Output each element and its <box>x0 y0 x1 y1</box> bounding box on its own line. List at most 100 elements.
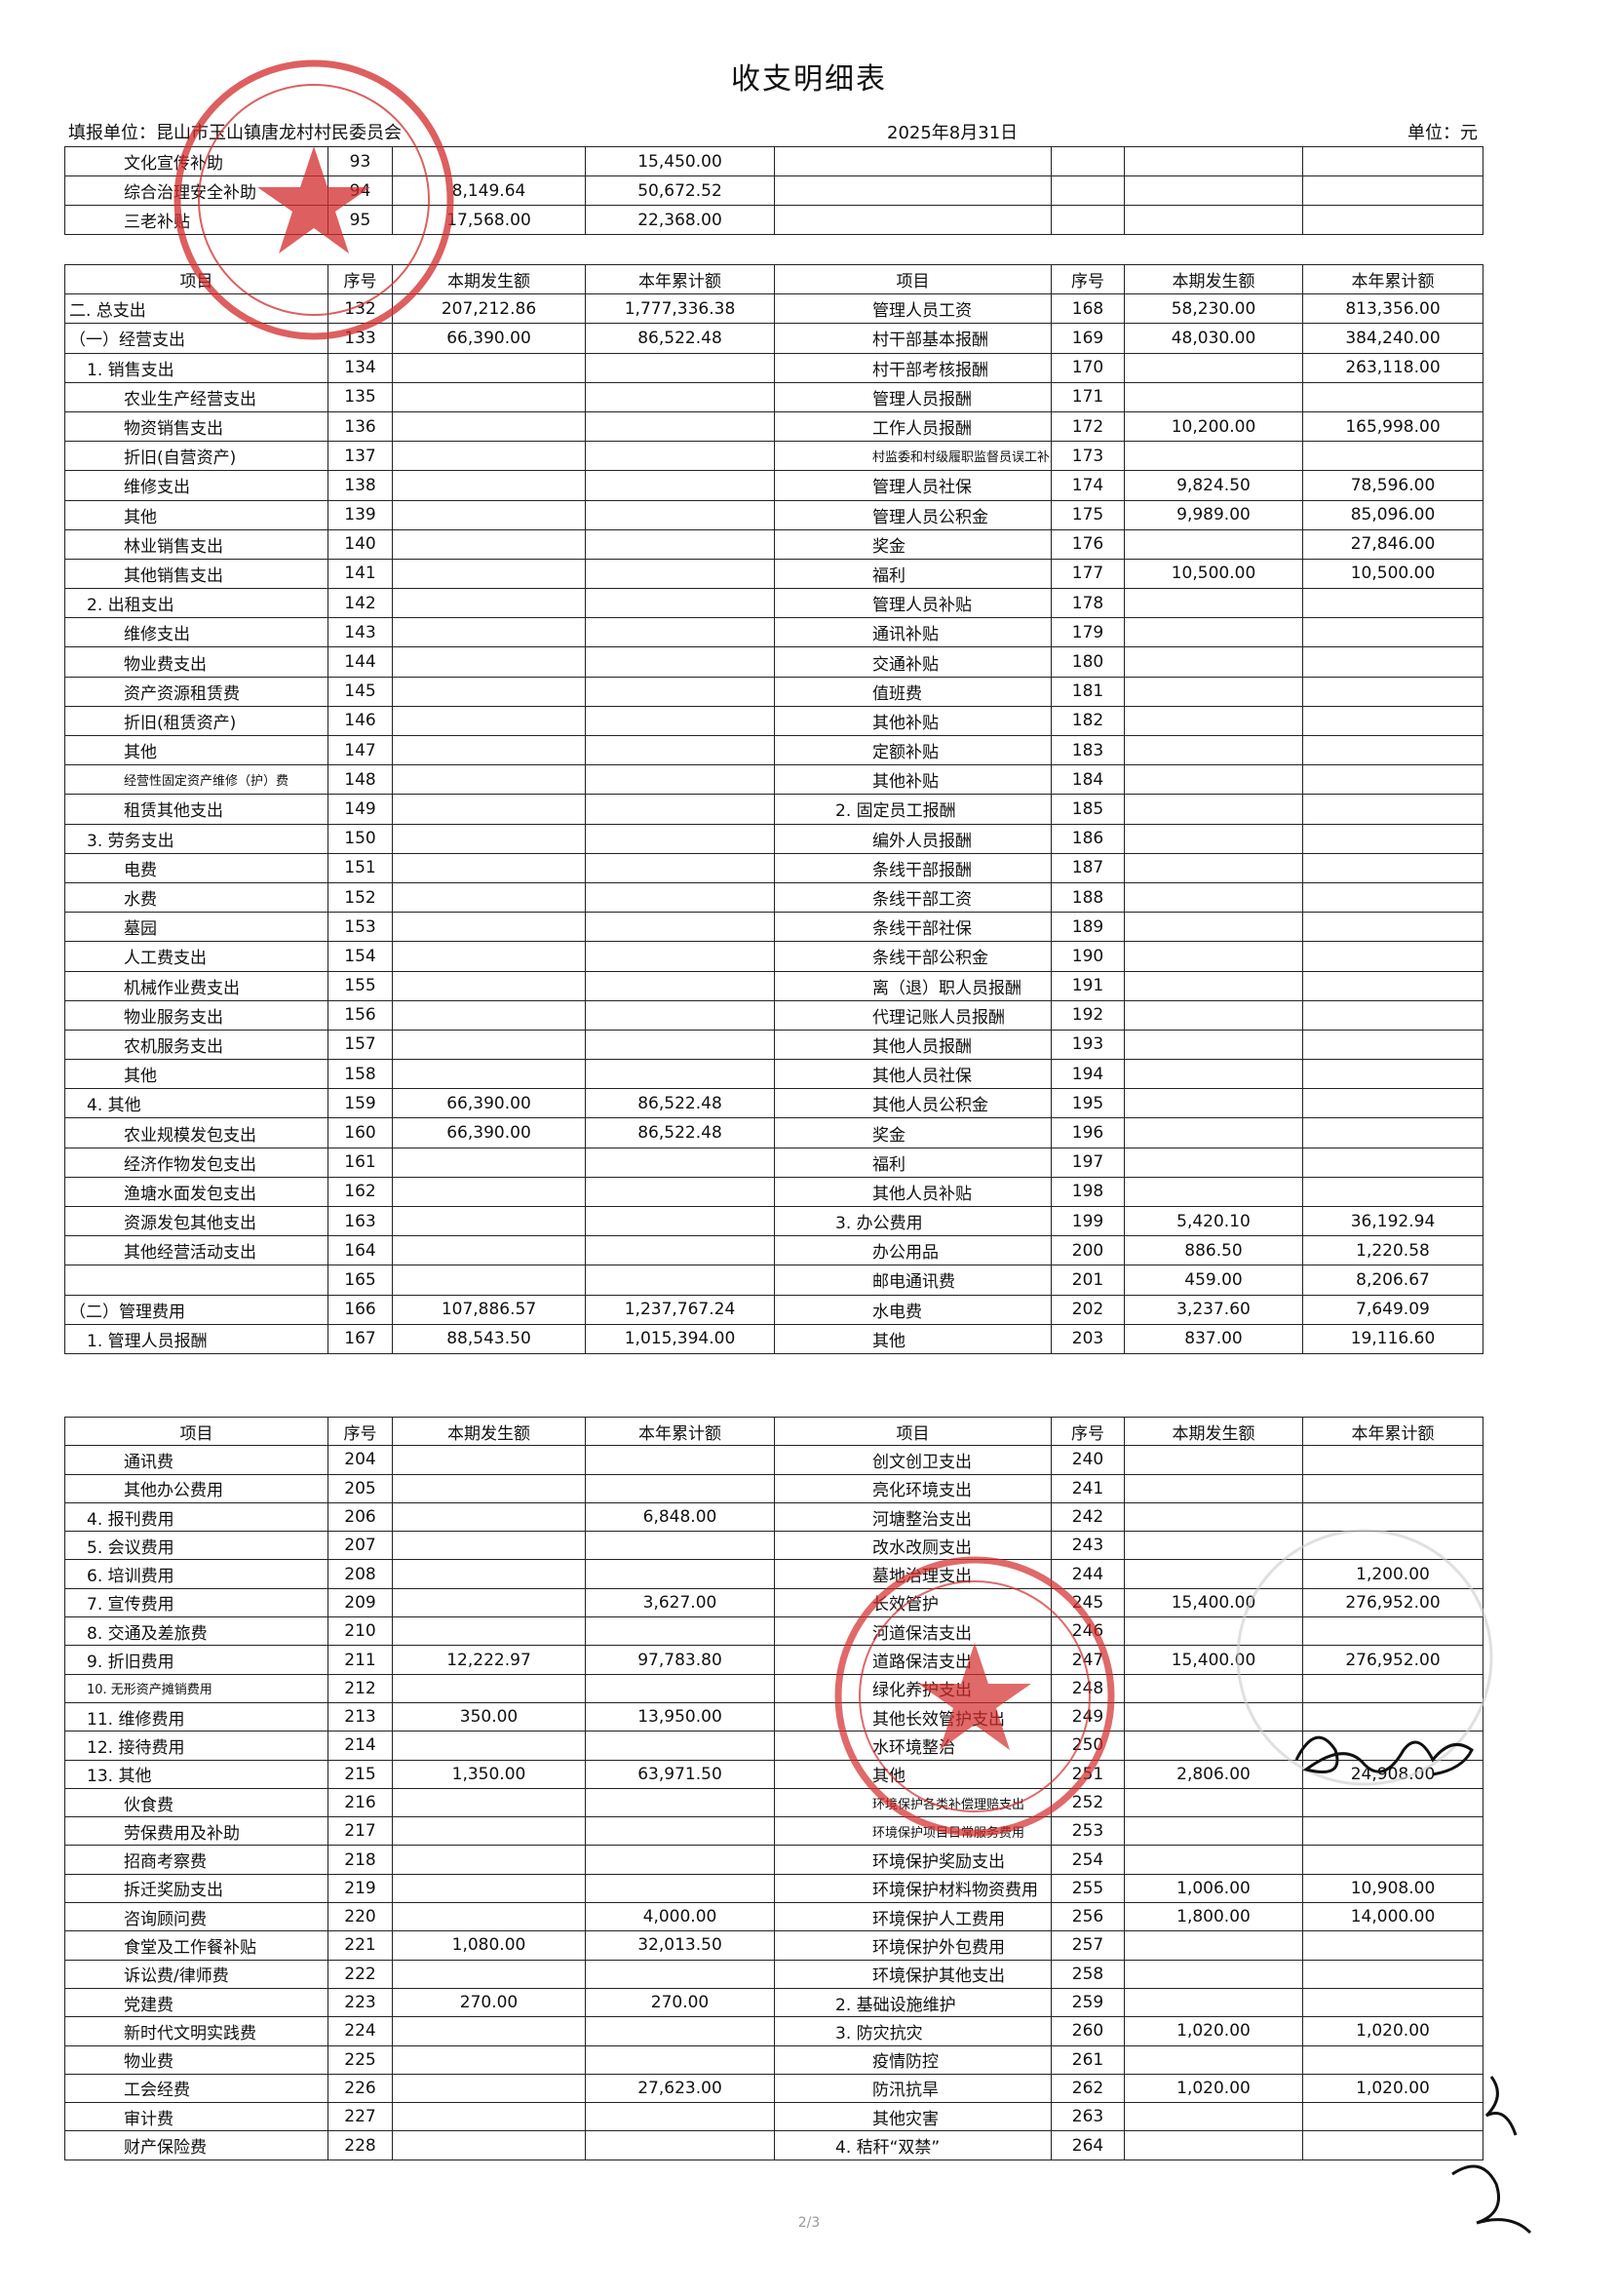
row: 2. 出租支出 142 管理人员补贴 178 <box>64 588 1483 619</box>
cell: 序号 <box>1051 263 1125 295</box>
cell <box>1302 1473 1483 1503</box>
row: 农业生产经营支出 135 管理人员报酬 171 <box>64 381 1483 412</box>
cell: 物业服务支出 <box>64 999 328 1031</box>
cell: 党建费 <box>64 1987 328 2018</box>
cell: 228 <box>327 2130 393 2160</box>
cell: 其他人员社保 <box>774 1059 1052 1090</box>
cell: 1,020.00 <box>1124 2016 1303 2046</box>
cell: 242 <box>1051 1501 1125 1533</box>
cell: 186 <box>1051 823 1125 854</box>
cell: 14,000.00 <box>1302 1902 1483 1932</box>
cell: 3. 办公费用 <box>774 1205 1052 1237</box>
cell <box>1124 381 1303 412</box>
cell <box>392 1731 586 1761</box>
cell: 244 <box>1051 1559 1125 1589</box>
cell: 58,230.00 <box>1124 293 1303 325</box>
cell: 243 <box>1051 1531 1125 1561</box>
row: 渔塘水面发包支出 162 其他人员补贴 198 <box>64 1176 1483 1208</box>
cell <box>585 1787 775 1818</box>
cell <box>1302 205 1483 235</box>
cell: 疫情防控 <box>774 2044 1052 2075</box>
cell <box>585 1845 775 1875</box>
cell: 183 <box>1051 734 1125 766</box>
cell: 95 <box>327 205 393 235</box>
cell <box>1124 1616 1303 1647</box>
row: 新时代文明实践费 224 3. 防灾抗灾 260 1,020.00 1,020.00 <box>64 2016 1483 2046</box>
cell <box>585 499 775 530</box>
cell <box>1124 1701 1303 1732</box>
cell: 交通补贴 <box>774 646 1052 678</box>
cell <box>1302 941 1483 972</box>
cell: 226 <box>327 2073 393 2104</box>
cell: 159 <box>327 1088 393 1119</box>
cell <box>585 852 775 883</box>
cell: 其他补贴 <box>774 764 1052 796</box>
header-row: 项目 序号 本期发生额 本年累计额 项目 序号 本期发生额 本年累计额 <box>64 1416 1483 1447</box>
cell: 157 <box>327 1029 393 1061</box>
cell: 63,971.50 <box>585 1759 775 1789</box>
cell: 资产资源租赁费 <box>64 676 328 707</box>
cell: 192 <box>1051 999 1125 1031</box>
cell: 240 <box>1051 1445 1125 1475</box>
cell <box>1302 1176 1483 1208</box>
cell <box>585 705 775 737</box>
cell: 2. 固定员工报酬 <box>774 794 1052 825</box>
cell: 咨询顾问费 <box>64 1902 328 1932</box>
row: 墓园 153 条线干部社保 189 <box>64 912 1483 943</box>
cell: 道路保洁支出 <box>774 1645 1052 1675</box>
cell: 1. 销售支出 <box>64 352 328 383</box>
cell: 189 <box>1051 912 1125 943</box>
cell: 166 <box>327 1294 393 1325</box>
cell <box>392 441 586 472</box>
cell <box>585 558 775 590</box>
cell: 维修支出 <box>64 617 328 648</box>
cell: 48,030.00 <box>1124 323 1303 354</box>
cell: 其他 <box>774 1323 1052 1354</box>
cell: 164 <box>327 1235 393 1266</box>
cell <box>1124 1501 1303 1533</box>
cell <box>392 1445 586 1475</box>
cell: 水费 <box>64 881 328 914</box>
cell <box>1124 764 1303 796</box>
cell: 205 <box>327 1473 393 1503</box>
cell <box>1124 2102 1303 2132</box>
cell <box>1051 175 1125 206</box>
row: 10. 无形资产摊销费用 212 绿化养护支出 248 <box>64 1673 1483 1703</box>
cell <box>392 1616 586 1647</box>
cell: 本年累计额 <box>1302 263 1483 295</box>
cell: 其他 <box>64 734 328 766</box>
cell: 211 <box>327 1645 393 1675</box>
cell: 178 <box>1051 588 1125 619</box>
cell <box>392 2016 586 2046</box>
cell <box>1302 1701 1483 1732</box>
cell: 9,989.00 <box>1124 499 1303 530</box>
cell <box>1302 1673 1483 1703</box>
cell <box>1124 2130 1303 2160</box>
cell: 6. 培训费用 <box>64 1559 328 1589</box>
row: 咨询顾问费 220 4,000.00 环境保护人工费用 256 1,800.00 14,00… <box>64 1902 1483 1932</box>
cell: 276,952.00 <box>1302 1587 1483 1618</box>
cell: 148 <box>327 764 393 796</box>
cell <box>1302 441 1483 472</box>
cell <box>392 2102 586 2132</box>
cell: 182 <box>1051 705 1125 737</box>
cell <box>64 1265 328 1296</box>
row: 拆迁奖励支出 219 环境保护材料物资费用 255 1,006.00 10,908.00 <box>64 1873 1483 1904</box>
cell: 1,020.00 <box>1124 2073 1303 2104</box>
cell <box>585 999 775 1031</box>
cell: 167 <box>327 1323 393 1354</box>
cell <box>1124 1176 1303 1208</box>
cell: 198 <box>1051 1176 1125 1208</box>
cell: 209 <box>327 1587 393 1618</box>
cell: 奖金 <box>774 528 1052 560</box>
cell <box>1124 970 1303 1001</box>
cell <box>1124 705 1303 737</box>
cell: 187 <box>1051 852 1125 883</box>
cell: 145 <box>327 676 393 707</box>
cell: 10,200.00 <box>1124 410 1303 443</box>
row: 其他经营活动支出 164 办公用品 200 886.50 1,220.58 <box>64 1235 1483 1266</box>
cell: 188 <box>1051 881 1125 914</box>
cell: 2,806.00 <box>1124 1759 1303 1789</box>
cell: 194 <box>1051 1059 1125 1090</box>
cell <box>392 1147 586 1178</box>
